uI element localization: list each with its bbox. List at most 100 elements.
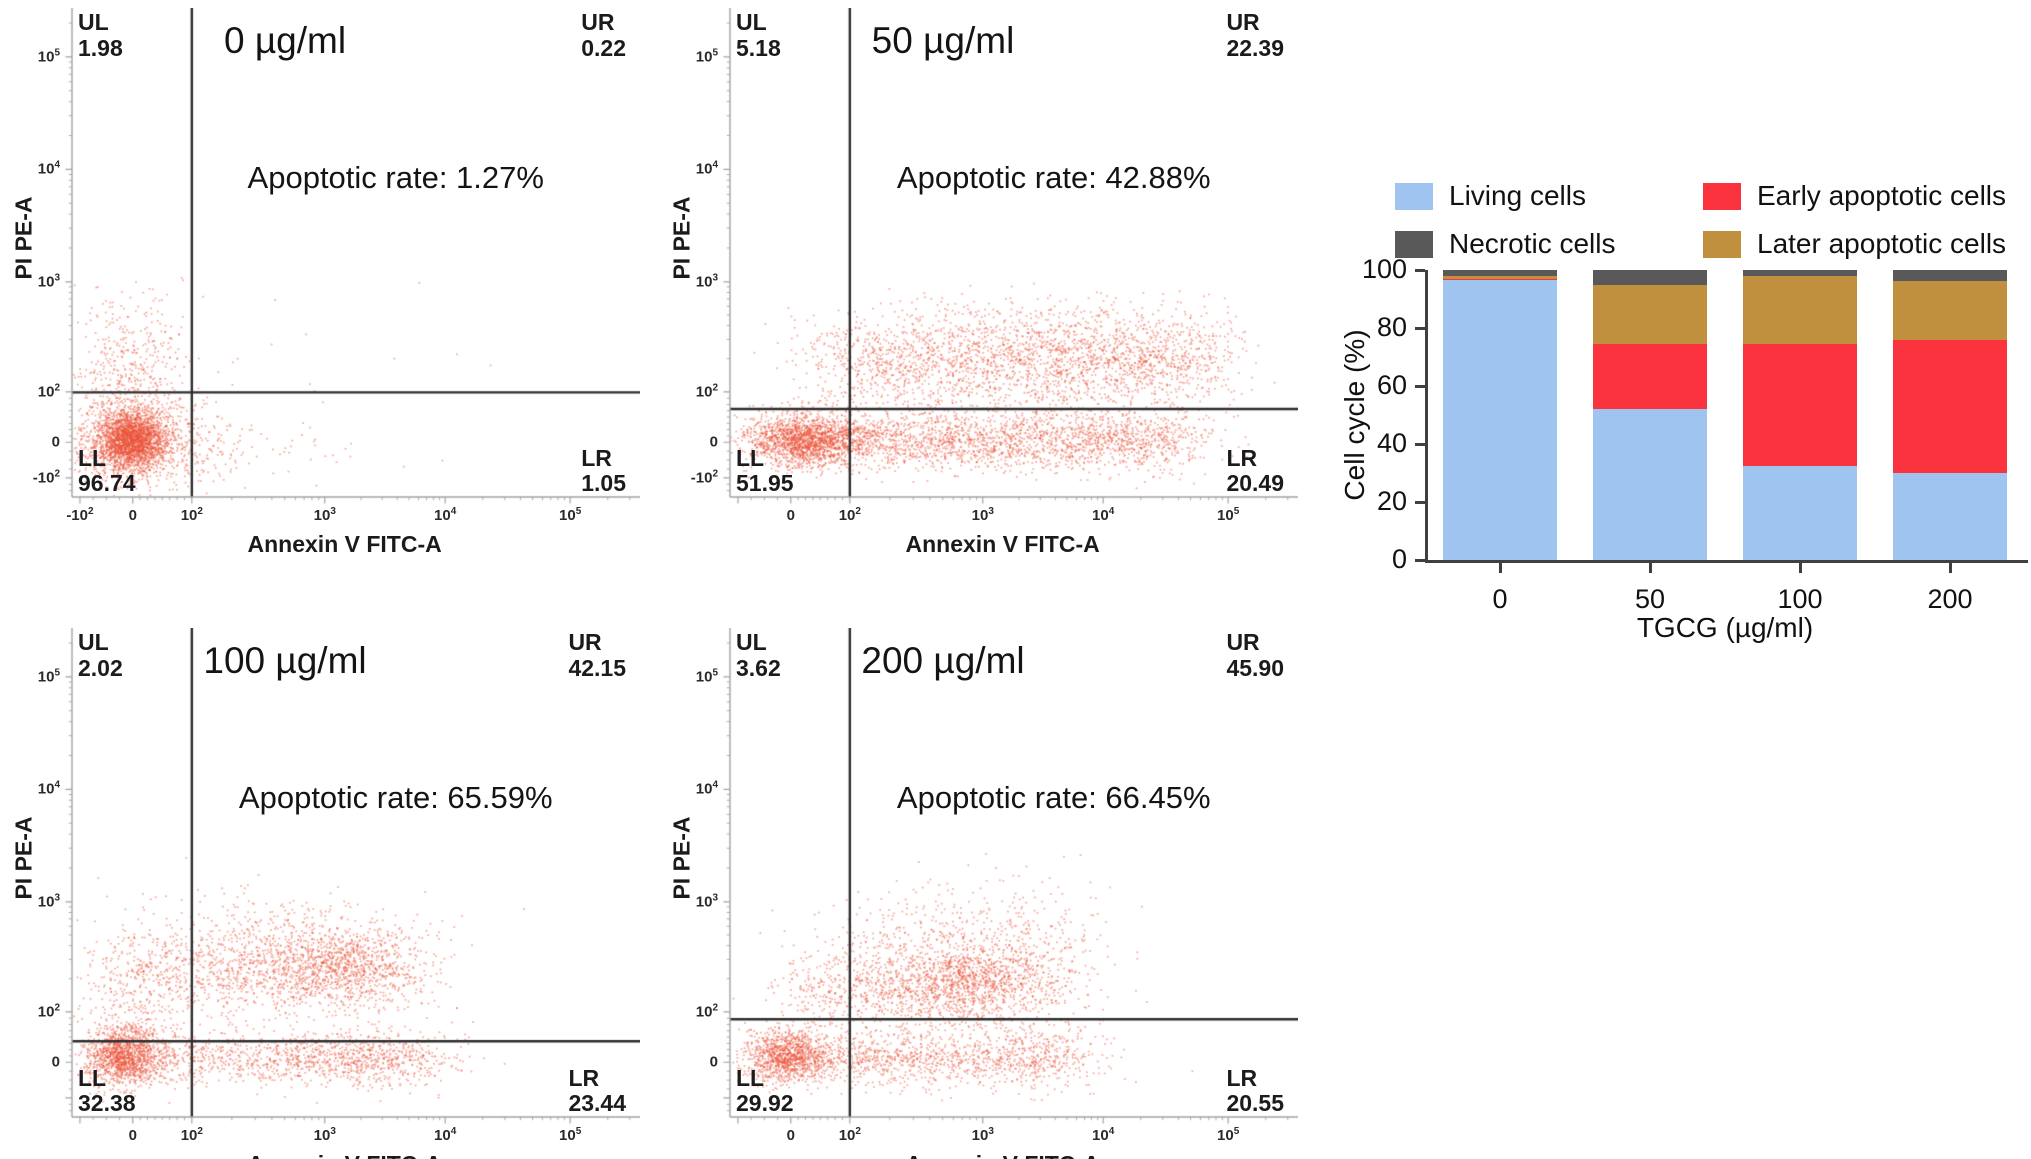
flow-plot-2: UL 2.02 UR 42.15 LL 32.38 LR 23.44 100 µg/ml Apop…	[0, 620, 658, 1159]
bar-segment-living	[1593, 409, 1707, 560]
quadrant-ll-value: 29.92	[736, 1090, 794, 1117]
quadrant-ur-value: 0.22	[581, 34, 626, 61]
x-tick-label: 104	[1092, 1126, 1115, 1145]
y-tick-label: 105	[37, 667, 60, 686]
x-tick-label: 0	[128, 507, 137, 524]
quadrant-ul-label: UL	[736, 9, 767, 35]
y-tick-label: 103	[37, 892, 60, 911]
x-tick-mark	[1948, 563, 1952, 573]
quadrant-ll: LL 32.38	[78, 1064, 136, 1118]
scatter-canvas	[58, 628, 640, 1131]
y-tick-mark	[1415, 558, 1425, 562]
x-tick-label: 102	[838, 506, 861, 525]
quadrant-ll-value: 32.38	[78, 1090, 136, 1117]
y-tick-label: 0	[709, 433, 718, 451]
x-tick-label: 105	[1217, 506, 1240, 525]
quadrant-ll-label: LL	[78, 1064, 107, 1091]
apoptotic-rate-label: Apoptotic rate: 1.27%	[247, 159, 544, 195]
x-tick-label: 0	[128, 1127, 137, 1144]
y-tick-label: 0	[709, 1053, 718, 1071]
quadrant-ur-value: 45.90	[1226, 654, 1284, 681]
quadrant-ur: UR 45.90	[1226, 629, 1284, 682]
quadrant-ul: UL 2.02	[78, 629, 123, 682]
bar-segment-living	[1893, 473, 2007, 560]
x-tick-label: 104	[434, 506, 457, 525]
y-tick-label: 102	[695, 1002, 718, 1021]
x-tick-label: 102	[180, 506, 203, 525]
y-tick-mark	[1415, 442, 1425, 446]
bar-segment-later	[1893, 280, 2007, 341]
quadrant-ur-label: UR	[568, 629, 602, 655]
legend-swatch	[1703, 230, 1741, 258]
quadrant-lr-label: LR	[1226, 1064, 1258, 1091]
quadrant-ll: LL 96.74	[78, 444, 136, 498]
quadrant-lr-value: 23.44	[568, 1090, 626, 1117]
quadrant-ll-value: 96.74	[78, 470, 136, 497]
plot-title: 0 µg/ml	[223, 20, 347, 61]
quadrant-ur-label: UR	[1226, 9, 1260, 35]
bar-segment-later	[1443, 275, 1557, 279]
apoptotic-rate-label: Apoptotic rate: 66.45%	[896, 779, 1211, 815]
quadrant-ul: UL 1.98	[78, 9, 123, 62]
x-tick-label: 0	[786, 1127, 795, 1144]
y-axis-title: PI PE-A	[668, 816, 695, 900]
y-tick-label: 105	[695, 47, 718, 66]
legend-swatch	[1703, 182, 1741, 210]
y-tick-label: 20	[1376, 486, 1407, 516]
bar-segment-early	[1893, 340, 2007, 474]
x-tick-label: 100	[1777, 584, 1823, 614]
y-tick-label: 103	[37, 272, 60, 291]
bar-segment-necrotic	[1593, 269, 1707, 285]
y-tick-mark	[1415, 500, 1425, 504]
plot-area: UL 3.62 UR 45.90 LL 29.92 LR 20.55 200 µg/ml Apop…	[669, 628, 1298, 1159]
y-tick-label: 0	[51, 1053, 60, 1071]
legend-label: Living cells	[1449, 180, 1586, 211]
x-tick-label: 50	[1634, 584, 1666, 614]
quadrant-ur: UR 0.22	[581, 9, 626, 62]
x-tick-label: 103	[313, 1126, 336, 1145]
flow-plot-3: UL 3.62 UR 45.90 LL 29.92 LR 20.55 200 µg/ml Apop…	[658, 620, 1316, 1159]
legend-swatch	[1395, 182, 1433, 210]
x-tick-label: 103	[971, 506, 994, 525]
y-axis-title: Cell cycle (%)	[1339, 329, 1370, 501]
y-tick-label: 40	[1376, 428, 1407, 458]
y-tick-label: 102	[37, 382, 60, 401]
quadrant-ur: UR 42.15	[568, 629, 626, 682]
bar-segment-early	[1593, 344, 1707, 410]
y-tick-label: 105	[695, 667, 718, 686]
x-tick-label: 105	[559, 1126, 582, 1145]
flow-plot-1: UL 5.18 UR 22.39 LL 51.95 LR 20.49 50 µg/ml Apopt…	[658, 0, 1316, 620]
y-tick-label: 0	[1391, 544, 1407, 574]
quadrant-ur: UR 22.39	[1226, 9, 1284, 62]
apoptotic-rate-label: Apoptotic rate: 42.88%	[896, 159, 1211, 195]
x-tick-label: 200	[1927, 584, 1973, 614]
y-tick-label: -102	[690, 468, 718, 487]
plot-area: UL 5.18 UR 22.39 LL 51.95 LR 20.49 50 µg/ml Apopt…	[669, 8, 1298, 557]
quadrant-ul: UL 5.18	[736, 9, 781, 62]
flow-plot-0: UL 1.98 UR 0.22 LL 96.74 LR 1.05 0 µg/ml Apoptoti…	[0, 0, 658, 620]
y-tick-mark	[1415, 268, 1425, 272]
quadrant-ll-label: LL	[736, 1064, 765, 1091]
y-tick-label: 102	[695, 382, 718, 401]
legend-item-1: Early apoptotic cells	[1703, 180, 2006, 212]
quadrant-ll-label: LL	[78, 444, 107, 471]
apoptosis-bar-chart: Living cells Early apoptotic cells Necroti…	[1325, 150, 2031, 770]
quadrant-ll: LL 51.95	[736, 445, 794, 498]
quadrant-ur-label: UR	[581, 9, 615, 35]
quadrant-ul-value: 1.98	[78, 34, 123, 61]
legend-item-3: Later apoptotic cells	[1703, 228, 2006, 260]
bar-segment-early	[1743, 343, 1857, 467]
quadrant-lr-label: LR	[581, 444, 612, 471]
y-tick-mark	[1415, 326, 1425, 330]
x-tick-label: 104	[434, 1126, 457, 1145]
bar-segment-necrotic	[1443, 270, 1557, 276]
bar-plot-area	[1425, 270, 2028, 563]
x-tick-label: 105	[559, 506, 582, 525]
x-tick-label: 103	[971, 1126, 994, 1145]
x-tick-mark	[1648, 563, 1652, 573]
apoptotic-rate-label: Apoptotic rate: 65.59%	[238, 779, 553, 815]
y-tick-label: 104	[695, 779, 718, 798]
y-tick-label: 104	[695, 159, 718, 178]
quadrant-ul-value: 3.62	[736, 654, 781, 681]
